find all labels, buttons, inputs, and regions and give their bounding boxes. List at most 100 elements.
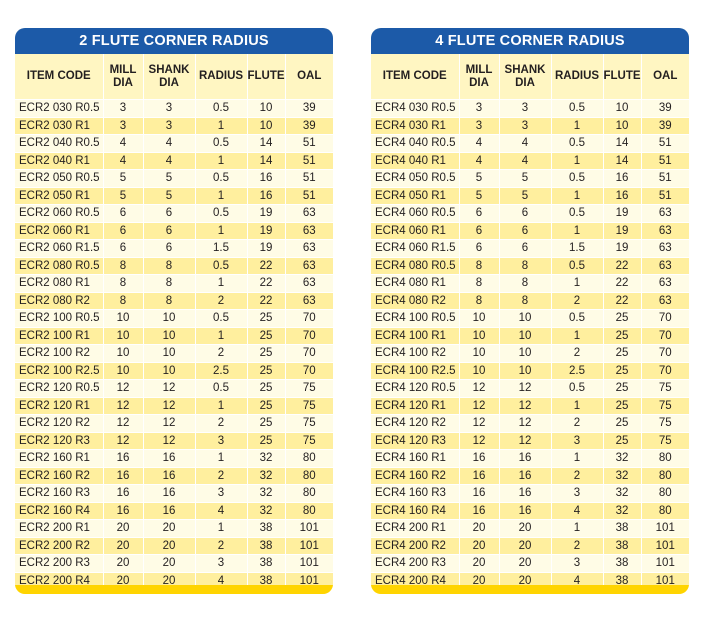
cell-shank-dia: 6	[499, 222, 552, 240]
cell-oal: 101	[285, 537, 333, 555]
two-flute-table-panel: 2 FLUTE CORNER RADIUS ITEM CODE MILL DIA S…	[15, 28, 333, 594]
table-row: ECR4 200 R1 20 20 1 38 101	[371, 519, 689, 538]
cell-mill-dia: 16	[459, 449, 500, 468]
cell-shank-dia: 16	[143, 449, 196, 468]
cell-mill-dia: 10	[103, 309, 144, 328]
cell-shank-dia: 5	[143, 169, 196, 188]
cell-item-code: ECR4 160 R2	[371, 467, 460, 485]
cell-oal: 51	[641, 152, 689, 170]
cell-item-code: ECR2 160 R3	[15, 484, 104, 503]
cell-shank-dia: 16	[499, 467, 552, 485]
cell-oal: 51	[641, 187, 689, 205]
table-row: ECR2 050 R1 5 5 1 16 51	[15, 187, 333, 205]
cell-oal: 63	[285, 292, 333, 310]
cell-shank-dia: 8	[499, 292, 552, 310]
cell-flute: 10	[603, 99, 642, 118]
cell-item-code: ECR4 200 R2	[371, 537, 460, 555]
cell-radius: 1	[551, 222, 604, 240]
cell-shank-dia: 10	[143, 344, 196, 363]
cell-item-code: ECR4 100 R2	[371, 344, 460, 363]
cell-shank-dia: 20	[499, 519, 552, 538]
table-row: ECR2 100 R1 10 10 1 25 70	[15, 327, 333, 345]
cell-shank-dia: 12	[143, 432, 196, 450]
cell-oal: 70	[285, 344, 333, 363]
cell-oal: 80	[285, 449, 333, 468]
cell-radius: 1	[551, 187, 604, 205]
cell-mill-dia: 8	[459, 292, 500, 310]
cell-mill-dia: 10	[459, 327, 500, 345]
cell-oal: 51	[285, 187, 333, 205]
cell-shank-dia: 10	[143, 327, 196, 345]
cell-flute: 10	[603, 117, 642, 135]
column-header-item-code: ITEM CODE	[371, 54, 460, 100]
cell-flute: 38	[603, 554, 642, 573]
cell-item-code: ECR4 080 R2	[371, 292, 460, 310]
table-row: ECR4 060 R1.5 6 6 1.5 19 63	[371, 239, 689, 258]
table-row: ECR4 160 R1 16 16 1 32 80	[371, 449, 689, 468]
cell-item-code: ECR4 100 R2.5	[371, 362, 460, 380]
table-row: ECR4 100 R2.5 10 10 2.5 25 70	[371, 362, 689, 380]
cell-shank-dia: 10	[499, 327, 552, 345]
cell-flute: 25	[603, 432, 642, 450]
cell-oal: 80	[641, 502, 689, 520]
cell-radius: 3	[195, 554, 248, 573]
table-row: ECR2 060 R1.5 6 6 1.5 19 63	[15, 239, 333, 258]
cell-flute: 19	[247, 204, 286, 223]
cell-mill-dia: 12	[103, 432, 144, 450]
cell-mill-dia: 5	[459, 187, 500, 205]
cell-oal: 75	[641, 432, 689, 450]
cell-flute: 14	[603, 134, 642, 153]
cell-radius: 0.5	[551, 379, 604, 398]
cell-radius: 0.5	[551, 309, 604, 328]
cell-flute: 25	[603, 414, 642, 433]
cell-item-code: ECR2 200 R2	[15, 537, 104, 555]
cell-oal: 101	[641, 519, 689, 538]
cell-radius: 0.5	[195, 169, 248, 188]
cell-shank-dia: 4	[499, 152, 552, 170]
cell-item-code: ECR2 100 R2.5	[15, 362, 104, 380]
cell-mill-dia: 5	[459, 169, 500, 188]
cell-radius: 0.5	[195, 99, 248, 118]
column-header-radius: RADIUS	[551, 54, 604, 100]
table-row: ECR2 160 R1 16 16 1 32 80	[15, 449, 333, 468]
cell-flute: 25	[247, 414, 286, 433]
cell-radius: 3	[195, 484, 248, 503]
table-row: ECR2 040 R0.5 4 4 0.5 14 51	[15, 134, 333, 153]
cell-item-code: ECR4 160 R1	[371, 449, 460, 468]
table-row: ECR4 060 R1 6 6 1 19 63	[371, 222, 689, 240]
cell-flute: 25	[247, 309, 286, 328]
cell-radius: 1	[195, 519, 248, 538]
cell-flute: 25	[603, 327, 642, 345]
cell-item-code: ECR2 060 R1.5	[15, 239, 104, 258]
cell-mill-dia: 6	[103, 239, 144, 258]
cell-item-code: ECR2 120 R1	[15, 397, 104, 415]
cell-mill-dia: 5	[103, 169, 144, 188]
cell-oal: 63	[285, 274, 333, 293]
cell-flute: 22	[603, 292, 642, 310]
cell-item-code: ECR2 080 R2	[15, 292, 104, 310]
cell-shank-dia: 3	[499, 117, 552, 135]
cell-item-code: ECR2 060 R0.5	[15, 204, 104, 223]
cell-radius: 0.5	[551, 169, 604, 188]
cell-radius: 3	[551, 554, 604, 573]
table-row: ECR2 030 R1 3 3 1 10 39	[15, 117, 333, 135]
cell-oal: 63	[641, 292, 689, 310]
footer-bar	[371, 585, 689, 594]
column-header-item-code: ITEM CODE	[15, 54, 104, 100]
cell-flute: 10	[247, 117, 286, 135]
cell-shank-dia: 16	[499, 449, 552, 468]
cell-flute: 38	[247, 554, 286, 573]
cell-item-code: ECR4 200 R1	[371, 519, 460, 538]
cell-shank-dia: 12	[499, 379, 552, 398]
cell-mill-dia: 20	[103, 519, 144, 538]
cell-oal: 70	[285, 362, 333, 380]
cell-flute: 32	[247, 502, 286, 520]
cell-radius: 2	[551, 292, 604, 310]
cell-radius: 0.5	[551, 134, 604, 153]
table-row: ECR4 120 R3 12 12 3 25 75	[371, 432, 689, 450]
cell-radius: 2	[551, 537, 604, 555]
cell-mill-dia: 3	[459, 117, 500, 135]
cell-oal: 80	[285, 502, 333, 520]
cell-shank-dia: 10	[143, 362, 196, 380]
cell-oal: 51	[641, 169, 689, 188]
